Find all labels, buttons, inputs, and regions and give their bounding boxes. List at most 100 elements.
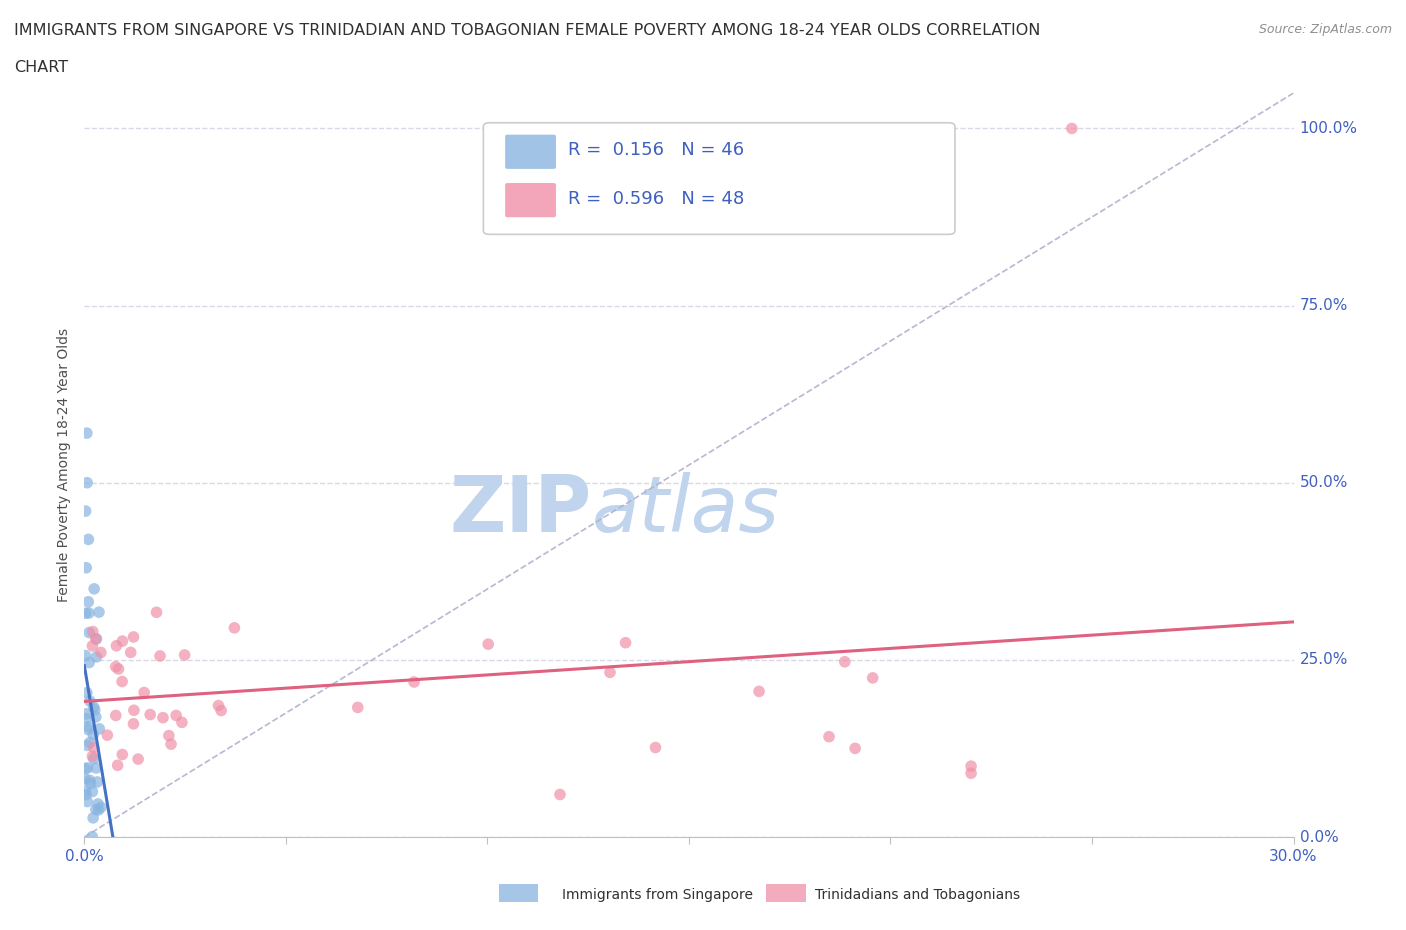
Point (75, 787, 97, 802)
Point (82, 749, 104, 764)
Point (122, 703, 145, 718)
Point (818, 729, 841, 744)
Text: 50.0%: 50.0% (1299, 475, 1348, 490)
Point (111, 633, 134, 648)
FancyBboxPatch shape (505, 135, 555, 169)
Text: atlas: atlas (592, 472, 780, 548)
Point (748, 684, 770, 698)
Point (127, 751, 149, 766)
Point (75, 605, 97, 620)
Point (152, 711, 174, 725)
Point (122, 630, 145, 644)
Point (207, 698, 229, 713)
Point (82, 727, 104, 742)
Point (599, 665, 621, 680)
Point (224, 620, 246, 635)
Point (834, 655, 856, 670)
Point (87, 604, 110, 619)
Point (122, 716, 145, 731)
Text: R =  0.596   N = 48: R = 0.596 N = 48 (568, 190, 744, 207)
Point (120, 645, 142, 660)
FancyBboxPatch shape (484, 123, 955, 234)
Point (77, 532, 100, 547)
Point (75, 784, 97, 799)
Point (75, 772, 97, 787)
Point (77, 719, 100, 734)
Point (89, 722, 111, 737)
Point (1060, 121, 1083, 136)
Point (644, 740, 666, 755)
Point (96, 728, 118, 743)
Point (76, 761, 98, 776)
Point (76, 475, 98, 490)
Text: CHART: CHART (14, 60, 67, 75)
Point (75, 560, 97, 575)
Point (107, 758, 129, 773)
Point (90, 645, 112, 660)
Point (83, 581, 105, 596)
Point (145, 604, 167, 619)
Text: Trinidadians and Tobagonians: Trinidadians and Tobagonians (815, 887, 1021, 902)
Point (79, 735, 101, 750)
Point (404, 674, 426, 689)
Point (79, 773, 101, 788)
Point (209, 703, 232, 718)
Point (76, 426, 98, 441)
Text: 75.0%: 75.0% (1299, 299, 1348, 313)
Point (960, 759, 983, 774)
Point (477, 637, 499, 652)
Text: 0.0%: 0.0% (1299, 830, 1339, 844)
Point (862, 671, 884, 685)
Point (75, 707, 97, 722)
Point (346, 700, 368, 715)
Point (77, 625, 100, 640)
Point (77, 594, 100, 609)
Point (548, 787, 571, 802)
Point (84, 802, 107, 817)
Point (84, 710, 107, 724)
Point (614, 635, 637, 650)
Point (80, 776, 103, 790)
Point (111, 747, 134, 762)
Point (134, 685, 156, 700)
Point (160, 737, 183, 751)
Point (76, 711, 98, 726)
Point (90, 800, 112, 815)
Point (83, 751, 105, 766)
Point (82, 830, 104, 844)
Point (104, 708, 127, 723)
Point (83, 699, 105, 714)
Point (82, 639, 104, 654)
Text: Immigrants from Singapore: Immigrants from Singapore (562, 887, 754, 902)
Point (84, 631, 107, 646)
Point (82, 624, 104, 639)
Point (111, 674, 134, 689)
Point (77, 605, 100, 620)
Point (107, 661, 129, 676)
FancyBboxPatch shape (505, 183, 555, 218)
Point (844, 741, 866, 756)
Text: R =  0.156   N = 46: R = 0.156 N = 46 (568, 141, 744, 159)
Point (75, 761, 97, 776)
Point (139, 707, 162, 722)
Text: 25.0%: 25.0% (1299, 652, 1348, 668)
Y-axis label: Female Poverty Among 18-24 Year Olds: Female Poverty Among 18-24 Year Olds (58, 328, 72, 602)
Text: ZIP: ZIP (450, 472, 592, 548)
Text: IMMIGRANTS FROM SINGAPORE VS TRINIDADIAN AND TOBAGONIAN FEMALE POVERTY AMONG 18-: IMMIGRANTS FROM SINGAPORE VS TRINIDADIAN… (14, 23, 1040, 38)
Point (84, 761, 107, 776)
Point (83, 702, 105, 717)
Point (104, 659, 127, 674)
Point (83, 740, 105, 755)
Point (79, 694, 101, 709)
Point (86, 775, 108, 790)
Point (149, 648, 172, 663)
Point (87, 796, 110, 811)
Text: 100.0%: 100.0% (1299, 121, 1358, 136)
Point (165, 708, 187, 723)
Point (82, 784, 104, 799)
Point (76, 794, 98, 809)
Point (76, 737, 98, 752)
Point (75, 504, 97, 519)
Point (960, 765, 983, 780)
Point (86, 649, 108, 664)
